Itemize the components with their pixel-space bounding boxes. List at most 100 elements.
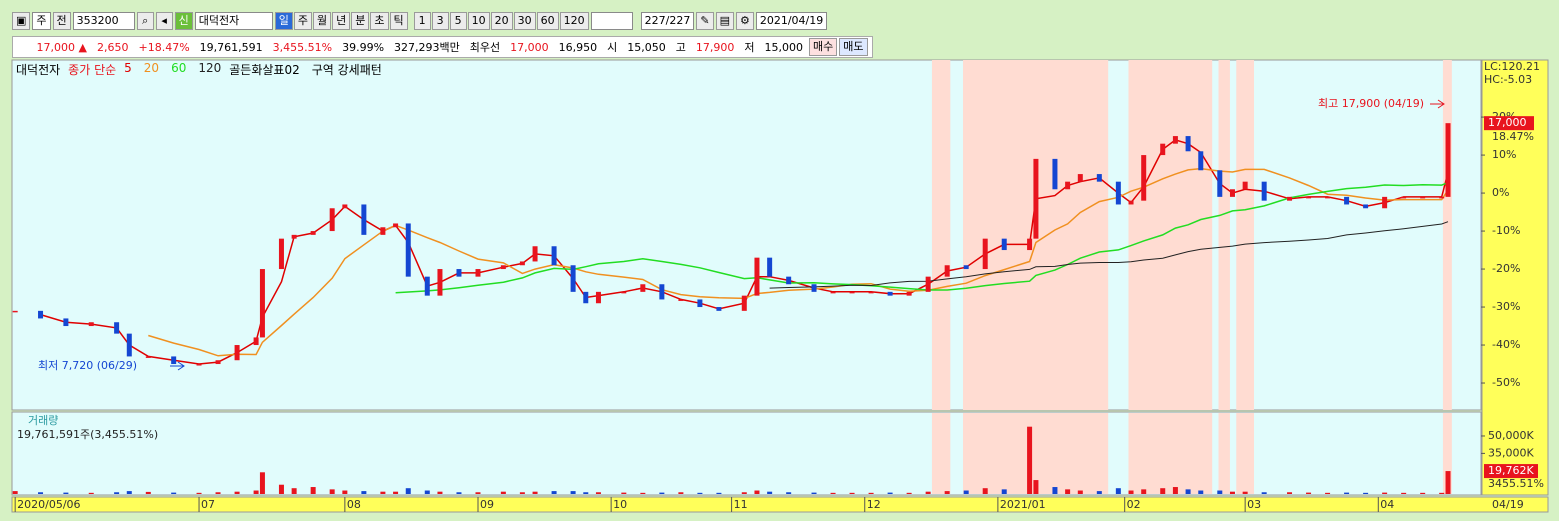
tool-icon[interactable]: ✎	[696, 12, 714, 30]
candle	[595, 291, 601, 304]
change: 2,650	[97, 40, 129, 54]
volume-bar	[171, 492, 177, 494]
search[interactable]: ⌕	[136, 12, 154, 30]
candle	[741, 295, 747, 311]
volume-bar	[621, 492, 627, 494]
volume-bar	[963, 490, 969, 494]
indicator-legend-item: 구역 강세패턴	[311, 63, 382, 77]
candle	[1128, 200, 1134, 205]
candle	[310, 231, 316, 235]
interval-button[interactable]: 60	[536, 12, 559, 30]
candle	[570, 265, 576, 292]
candle	[278, 238, 284, 270]
ma-legend-item: 5	[124, 61, 132, 75]
volume-bar	[906, 492, 912, 494]
menu-icon[interactable]: ▣	[12, 12, 31, 30]
volume-bar	[1229, 491, 1235, 494]
candle	[963, 265, 969, 270]
candle	[1445, 123, 1451, 197]
high-label: 고	[675, 41, 686, 54]
volume-bar	[259, 472, 265, 494]
volume-bar	[196, 492, 202, 494]
x-tick-label: 2021/01	[1000, 498, 1046, 511]
volume-bar	[551, 491, 557, 494]
volume-bar	[475, 492, 481, 494]
volume-bar	[278, 484, 284, 494]
period-tab[interactable]: 월	[313, 12, 332, 30]
interval-button[interactable]: 120	[559, 12, 589, 30]
code-input[interactable]: 353200	[72, 12, 135, 30]
volume-bar	[126, 491, 132, 494]
x-tick-label: 2020/05/06	[17, 498, 80, 511]
sound[interactable]: ◂	[155, 12, 173, 30]
mode[interactable]: 전	[52, 12, 71, 30]
moving-average	[769, 221, 1449, 289]
settings-icon[interactable]: ⚙	[735, 12, 754, 30]
period-tab[interactable]: 틱	[389, 12, 408, 30]
volume-bar	[63, 492, 69, 494]
volume-bar	[1065, 489, 1071, 494]
volume-bar	[811, 492, 817, 494]
y-tick-label: -50%	[1492, 376, 1520, 389]
volume-bar	[310, 487, 316, 494]
volume-bar	[1096, 491, 1102, 494]
period-tab[interactable]: 년	[332, 12, 351, 30]
interval-button[interactable]: 3	[431, 12, 449, 30]
interval-button[interactable]: 30	[513, 12, 536, 30]
volume-bar	[583, 492, 589, 494]
candle	[1382, 196, 1388, 209]
candle	[1141, 155, 1147, 201]
volume-bar	[329, 489, 335, 494]
candle	[1198, 151, 1204, 171]
candle	[145, 356, 151, 358]
candle	[1420, 196, 1426, 199]
candle	[500, 265, 506, 270]
buy-button[interactable]: 매수	[809, 38, 838, 56]
period-tab[interactable]: 일	[274, 12, 293, 30]
volume-bar	[405, 488, 411, 494]
candle	[1306, 196, 1312, 199]
candle	[456, 269, 462, 277]
candle	[38, 310, 44, 319]
candle	[659, 284, 665, 300]
candle	[982, 238, 988, 270]
candle	[1439, 196, 1445, 199]
interval-button[interactable]: 10	[467, 12, 490, 30]
pattern-zone	[931, 60, 951, 410]
candle	[342, 204, 348, 209]
candle	[786, 276, 792, 285]
last-rate: 18.47%	[1492, 130, 1534, 143]
volume-bar	[982, 488, 988, 494]
candle	[126, 333, 132, 357]
volume-bar	[1115, 488, 1121, 494]
period-tab[interactable]: 분	[351, 12, 370, 30]
blank-select[interactable]	[590, 12, 633, 30]
period-tab[interactable]: 초	[370, 12, 389, 30]
count[interactable]: 227/227	[640, 12, 695, 30]
candle	[437, 269, 443, 296]
sell-button[interactable]: 매도	[839, 38, 868, 56]
save-icon[interactable]: ▤	[715, 12, 734, 30]
candle	[1096, 174, 1102, 182]
interval-button[interactable]: 1	[413, 12, 431, 30]
interval-button[interactable]: 5	[449, 12, 467, 30]
candle	[767, 257, 773, 277]
last-volume-rate: 3455.51%	[1488, 477, 1544, 490]
volume-bar	[1185, 489, 1191, 494]
volume-bar	[1439, 492, 1445, 494]
volume-title: 거래량	[28, 414, 58, 427]
volume-bar	[1172, 487, 1178, 494]
volume-bar	[849, 492, 855, 494]
period-tab[interactable]: 주	[293, 12, 313, 30]
market-select[interactable]: 주	[32, 12, 51, 30]
indicator-legend: 골든화살표02 구역 강세패턴	[229, 61, 382, 78]
volume-bar	[380, 491, 386, 494]
candle	[1363, 204, 1369, 209]
volume-bar	[88, 492, 94, 494]
volume-bar	[1217, 490, 1223, 494]
date-input[interactable]: 2021/04/19	[755, 12, 828, 30]
pattern-zone	[1218, 60, 1230, 410]
interval-button[interactable]: 20	[490, 12, 513, 30]
low-arrow	[170, 361, 185, 371]
